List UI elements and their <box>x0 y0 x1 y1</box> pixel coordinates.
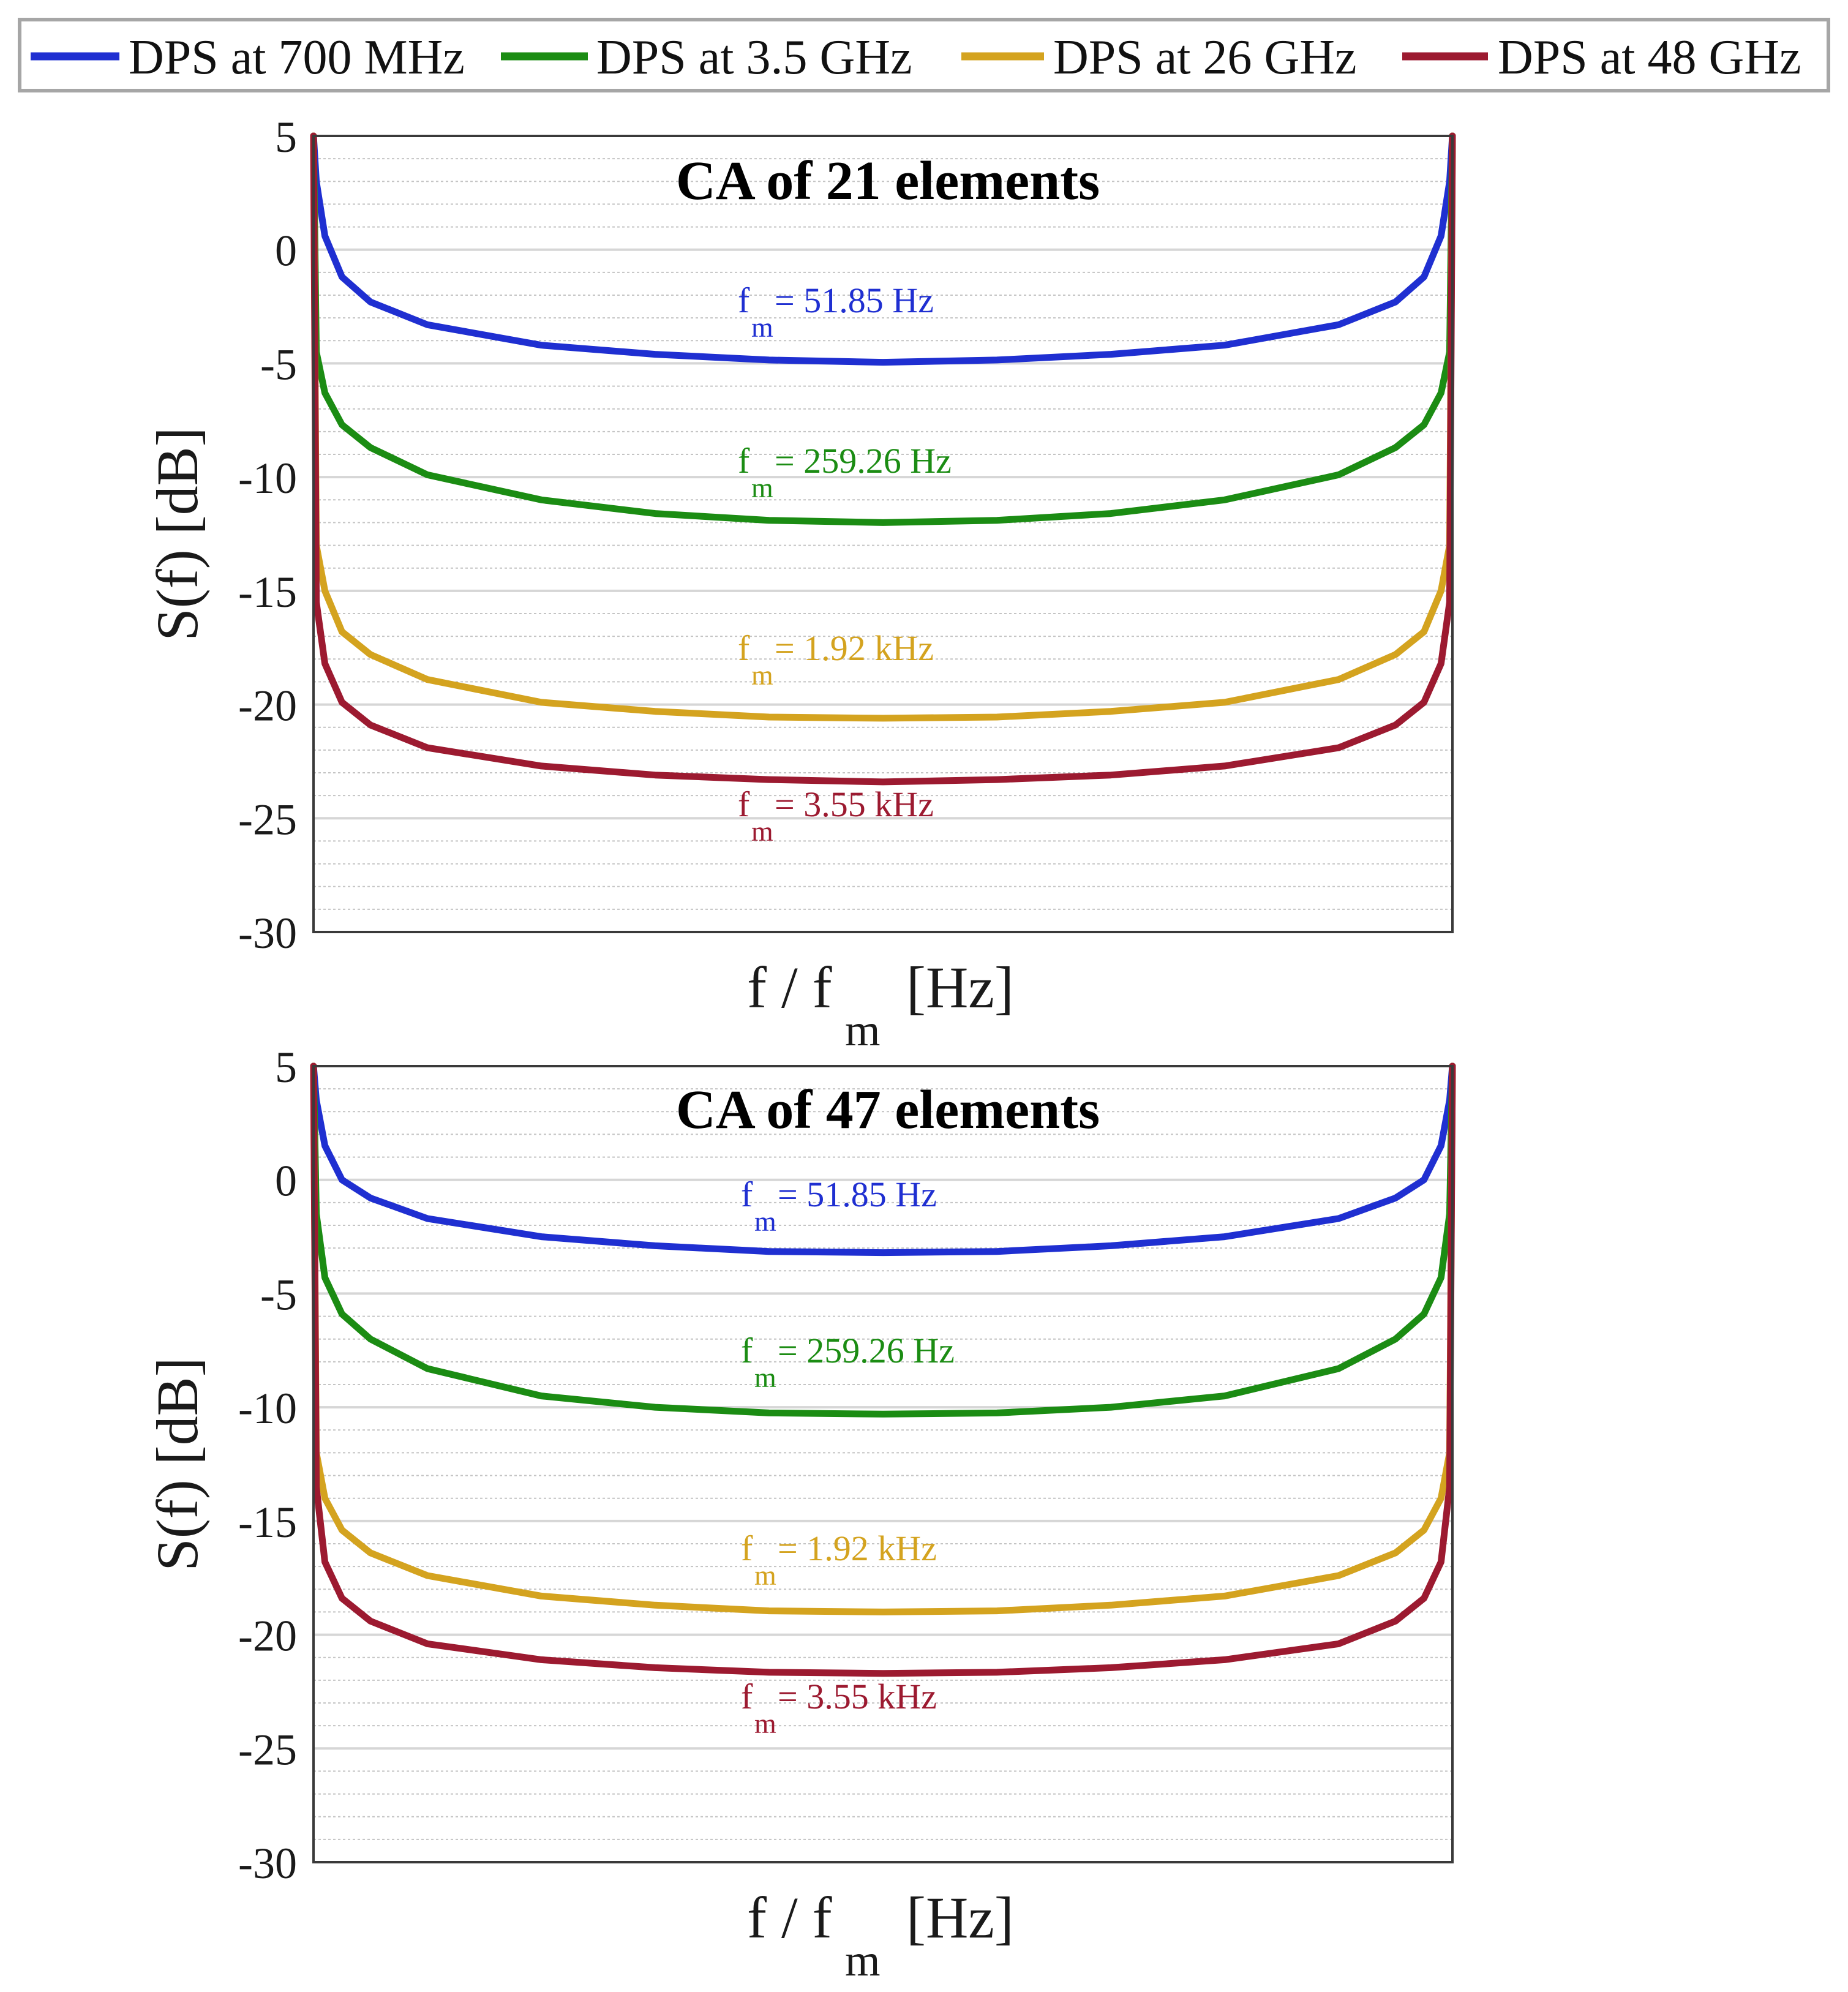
annotation-value: = 259.26 Hz <box>778 1331 955 1370</box>
annotation-value: = 259.26 Hz <box>775 441 952 481</box>
annotation-f: f <box>741 1528 753 1568</box>
panel-bottom: 5 0 -5 -10 -15 -20 -25 -30 S(f) [dB] f / f m [Hz] CA… <box>145 1043 1456 1986</box>
y-tick-label: 0 <box>275 227 297 276</box>
series-line-0 <box>310 132 1456 366</box>
y-tick-label: -25 <box>238 795 297 844</box>
annotation-subscript: m <box>751 312 773 343</box>
panel-top: 5 0 -5 -10 -15 -20 -25 -30 S(f) [dB] f / f m [Hz] CA… <box>145 113 1456 1056</box>
annotation-f: f <box>738 280 750 320</box>
panel-title: CA of 21 elements <box>676 151 1100 211</box>
annotation-value: = 1.92 kHz <box>778 1528 937 1568</box>
annotation-subscript: m <box>751 472 773 503</box>
y-tick-label: 5 <box>275 113 297 162</box>
annotation-value: = 3.55 kHz <box>775 784 934 824</box>
annotation-value: = 3.55 kHz <box>778 1677 937 1716</box>
y-tick-label: -30 <box>238 1839 297 1888</box>
legend-label-0: DPS at 700 MHz <box>129 31 465 85</box>
legend-label-3: DPS at 48 GHz <box>1498 31 1801 85</box>
panel-title: CA of 47 elements <box>676 1080 1100 1140</box>
series-line-2 <box>310 132 1456 722</box>
annotation-f: f <box>738 441 750 481</box>
y-tick-label: 0 <box>275 1157 297 1206</box>
y-tick-label: -20 <box>238 1612 297 1661</box>
x-axis-label: f / f <box>747 955 832 1020</box>
y-tick-label: -30 <box>238 909 297 958</box>
annotation-f: f <box>741 1677 753 1716</box>
plot-area <box>312 135 1454 933</box>
legend-label-1: DPS at 3.5 GHz <box>596 31 912 85</box>
y-tick-label: -5 <box>260 1270 297 1319</box>
y-axis-label: S(f) [dB] <box>145 427 210 641</box>
plot-area <box>312 1065 1454 1863</box>
annotation-subscript: m <box>751 816 773 847</box>
annotation-subscript: m <box>754 1362 776 1393</box>
y-axis-label: S(f) [dB] <box>145 1357 210 1571</box>
x-axis-label-unit: [Hz] <box>906 1885 1014 1950</box>
series-line-0 <box>310 1062 1456 1257</box>
y-tick-label: 5 <box>275 1043 297 1092</box>
annotation-subscript: m <box>754 1560 776 1591</box>
y-tick-label: -10 <box>238 454 297 503</box>
x-axis-label-subscript: m <box>845 1005 881 1056</box>
annotation-value: = 51.85 Hz <box>775 280 934 320</box>
annotation-f: f <box>738 628 750 668</box>
y-tick-label: -25 <box>238 1725 297 1774</box>
series-line-1 <box>310 132 1456 526</box>
legend-label-2: DPS at 26 GHz <box>1053 31 1357 85</box>
annotation-subscript: m <box>751 660 773 691</box>
legend-box <box>18 18 1830 92</box>
annotation-subscript: m <box>754 1206 776 1237</box>
series-line-3 <box>310 1062 1456 1677</box>
legend: DPS at 700 MHz DPS at 3.5 GHz DPS at 26 GH… <box>18 18 1830 92</box>
y-tick-label: -10 <box>238 1384 297 1433</box>
series-line-1 <box>310 1062 1456 1418</box>
x-axis-label: f / f <box>747 1885 832 1950</box>
y-tick-label: -15 <box>238 568 297 617</box>
y-tick-label: -20 <box>238 682 297 731</box>
annotation-f: f <box>741 1331 753 1370</box>
annotation-f: f <box>741 1175 753 1214</box>
annotation-value: = 1.92 kHz <box>775 628 934 668</box>
annotation-subscript: m <box>754 1708 776 1739</box>
y-tick-label: -5 <box>260 340 297 389</box>
series-line-2 <box>310 1062 1456 1615</box>
x-axis-label-unit: [Hz] <box>906 955 1014 1020</box>
series-line-3 <box>310 132 1456 786</box>
y-tick-label: -15 <box>238 1498 297 1547</box>
x-axis-label-subscript: m <box>845 1936 881 1986</box>
annotation-value: = 51.85 Hz <box>778 1175 937 1214</box>
annotation-f: f <box>738 784 750 824</box>
